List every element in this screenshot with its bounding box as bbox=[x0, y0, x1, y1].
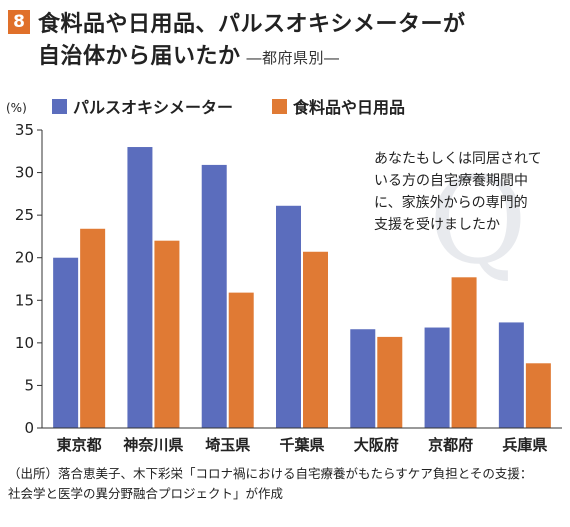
bar-pulse-oximeter bbox=[276, 205, 301, 428]
y-tick-label: 25 bbox=[15, 206, 34, 224]
bar-pulse-oximeter bbox=[424, 327, 450, 428]
legend-label: パルスオキシメーター bbox=[73, 98, 233, 117]
x-tick-label: 兵庫県 bbox=[502, 436, 547, 454]
y-tick-label: 15 bbox=[15, 291, 34, 309]
annotation-line: に、家族外からの専門的 bbox=[374, 194, 528, 211]
chart-title-line2: 自治体から届いたか ―都府県別― bbox=[38, 38, 340, 70]
x-tick-label: 神奈川県 bbox=[123, 436, 183, 454]
bar-food-goods bbox=[525, 363, 551, 428]
bar-pulse-oximeter bbox=[201, 164, 227, 428]
chart-title-line2-text: 自治体から届いたか bbox=[38, 44, 241, 69]
annotation-line: いる方の自宅療養期間中 bbox=[374, 172, 528, 189]
y-tick-label: 30 bbox=[15, 164, 34, 182]
annotation-line: あなたもしくは同居されて bbox=[374, 151, 542, 167]
bar-food-goods bbox=[377, 336, 403, 428]
annotation-line: 支援を受けましたか bbox=[374, 217, 500, 233]
source-note: （出所）落合恵美子、木下彩栄「コロナ禍における自宅療養がもたらすケア負担とその支… bbox=[8, 464, 564, 504]
bar-pulse-oximeter bbox=[350, 329, 376, 428]
figure-number-badge: 8 bbox=[8, 10, 30, 34]
x-tick-label: 埼玉県 bbox=[205, 436, 250, 454]
y-tick-label: 10 bbox=[15, 334, 34, 352]
y-tick-label: 35 bbox=[15, 121, 34, 139]
bar-food-goods bbox=[303, 251, 328, 428]
legend-swatch bbox=[272, 99, 287, 114]
bar-pulse-oximeter bbox=[127, 147, 153, 428]
bar-food-goods bbox=[228, 292, 254, 428]
bar-food-goods bbox=[154, 240, 180, 428]
bar-pulse-oximeter bbox=[53, 257, 79, 428]
bar-food-goods bbox=[80, 228, 106, 428]
y-tick-label: 0 bbox=[24, 419, 34, 437]
bar-food-goods bbox=[451, 277, 477, 428]
source-line1: （出所）落合恵美子、木下彩栄「コロナ禍における自宅療養がもたらすケア負担とその支… bbox=[8, 466, 533, 481]
watermark-q: Q bbox=[429, 152, 527, 291]
legend-label: 食料品や日用品 bbox=[292, 98, 405, 117]
y-unit-label: (%) bbox=[6, 101, 27, 115]
bar-pulse-oximeter bbox=[498, 322, 524, 428]
source-line2: 社会学と医学の異分野融合プロジェクト」が作成 bbox=[8, 486, 284, 501]
x-tick-label: 大阪府 bbox=[354, 436, 399, 454]
y-tick-label: 20 bbox=[15, 249, 34, 267]
x-tick-label: 東京都 bbox=[57, 436, 102, 454]
chart-title-line1: 食料品や日用品、パルスオキシメーターが bbox=[38, 12, 466, 37]
bar-chart: Q 0 5 10 15 20 25 30 35 (%) 東京都 神奈川県 埼玉県 千葉県 大阪府 京都府 兵庫県… bbox=[6, 98, 562, 454]
x-tick-label: 千葉県 bbox=[279, 436, 324, 454]
y-tick-label: 5 bbox=[24, 376, 34, 394]
x-tick-label: 京都府 bbox=[428, 436, 473, 454]
chart-subtitle: ―都府県別― bbox=[246, 49, 340, 67]
legend-swatch bbox=[52, 99, 67, 114]
